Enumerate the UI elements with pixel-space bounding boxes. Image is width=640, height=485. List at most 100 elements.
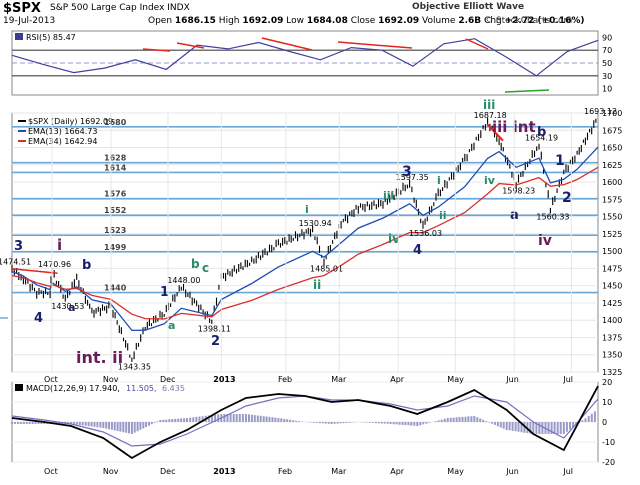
brand-label: Objective Elliott Wave [412,2,525,12]
macd-date-label: Nov [103,467,119,476]
rsi-divergence-line [176,42,205,49]
wave-label: ii [313,278,321,292]
wave-label: a [168,319,175,332]
price-value-label: 1654.19 [525,134,558,143]
price-date-label: Nov [103,375,119,384]
macd-tick-label: 0 [602,418,607,427]
ema34-line [11,166,599,320]
price-tick-label: 1375 [602,333,622,342]
price-tick-label: 1550 [602,213,622,222]
high-value: 1692.09 [242,16,284,26]
price-date-label: Feb [278,375,292,384]
volume-label: Volume [422,16,456,26]
macd-panel: -20 -10 0 10 20 MACD(12,26,9) 17.940, 11.505, 6… [11,378,615,467]
macd-tick-label: -10 [602,438,615,447]
price-date-label: May [447,375,464,384]
price-tick-label: 1600 [602,178,622,187]
macd-legend-swatch [15,384,23,391]
wave-label: 3 [402,164,412,180]
price-value-label: 1598.23 [502,186,535,195]
price-tick-label: 1425 [602,299,622,308]
level-label: 1523 [104,226,126,235]
price-value-label: 1398.11 [198,325,231,334]
rsi-tick-label: 30 [602,72,612,81]
wave-label: iv [484,174,496,187]
rsi-divergence-line [465,38,489,50]
symbol-subtitle: S&P 500 Large Cap Index INDX [50,3,190,13]
ohlc-readout: Open 1686.15 High 1692.09 Low 1684.08 Cl… [148,16,585,26]
macd-date-label: Dec [160,467,175,476]
price-tick-label: 1350 [602,351,622,360]
macd-date-label: Mar [331,467,347,476]
macd-date-label: Apr [390,467,405,476]
price-date-label: Mar [331,375,347,384]
macd-tick-label: 20 [602,378,612,387]
price-date-label: Jun [505,375,519,384]
resistance-line [11,267,58,274]
price-date-label: Oct [44,375,58,384]
price-value-label: 1693.12 [584,107,617,116]
rsi-tick-label: 70 [602,46,612,55]
price-value-label: 1343.35 [118,362,151,371]
rsi-divergence-line [142,48,171,52]
macd-histogram [11,411,596,434]
price-tick-label: 1525 [602,230,622,239]
wave-label: int. ii [76,348,123,367]
price-date-label: Apr [390,375,405,384]
symbol-title: $SPX [3,1,41,16]
price-tick-label: 1575 [602,195,622,204]
price-value-label: 1597.35 [396,173,429,182]
price-tick-label: 1700 [602,109,622,118]
wave-label: b [191,257,200,271]
date-axis: Oct Nov Dec 2013 Feb Mar Apr May Jun Jul Oct Nov Dec… [44,113,573,476]
chg-value: +2.72 (+0.16%) [504,16,585,26]
copyright-label: © StockCharts.com [484,16,573,26]
price-value-label: 1470.96 [38,260,71,269]
price-tick-label: 1500 [602,247,622,256]
wave-label: 2 [211,334,220,349]
rsi-tick-label: 90 [602,33,612,42]
histogram-legend: 6.435 [162,384,185,393]
price-tick-label: 1650 [602,144,622,153]
rsi-panel: 10 30 50 70 90 RSI(5) 85.47 [11,30,612,96]
price-value-label: 1485.01 [310,264,343,273]
wave-label: i [437,174,441,187]
wave-label: ii [439,209,447,222]
wave-label: 4 [413,243,422,258]
level-label: 1552 [104,206,126,215]
chg-label: Chg [484,16,502,26]
price-frame [11,112,599,373]
price-value-label: 1448.00 [167,276,200,285]
quote-date: 19-Jul-2013 [3,16,56,26]
macd-date-label: 2013 [213,467,235,476]
wave-label: i [57,236,62,254]
rsi-divergence-line [337,41,413,49]
wave-label: b [82,258,91,273]
price-tick-label: 1400 [602,316,622,325]
wave-label: iii [483,98,495,112]
price-panel: 1325 1350 1375 1400 1425 1450 1475 1500 1525 1550… [0,98,622,377]
macd-tick-label: -20 [602,458,615,467]
macd-date-label: Oct [44,467,58,476]
wave-label: 4 [34,311,43,326]
macd-date-label: Jun [505,467,519,476]
rsi-legend-swatch [15,33,23,40]
wave-label: i [305,203,309,216]
macd-line [11,385,599,460]
price-value-label: 1560.33 [536,212,569,221]
price-tick-label: 1475 [602,264,622,273]
wave-label: 3 [14,239,23,254]
wave-label: c [202,261,209,275]
wave-label: iv [538,233,552,249]
wave-label: b [537,125,546,140]
price-value-label: 1430.53 [51,302,84,311]
rsi-line [11,38,599,77]
wave-label: 1 [160,285,169,300]
top-marker-line [486,123,504,142]
price-tick-label: 1675 [602,126,622,135]
rsi-legend: RSI(5) 85.47 [26,33,76,42]
wave-label: 2 [562,190,572,206]
rsi-support-line [504,89,550,93]
price-tick-label: 1450 [602,282,622,291]
